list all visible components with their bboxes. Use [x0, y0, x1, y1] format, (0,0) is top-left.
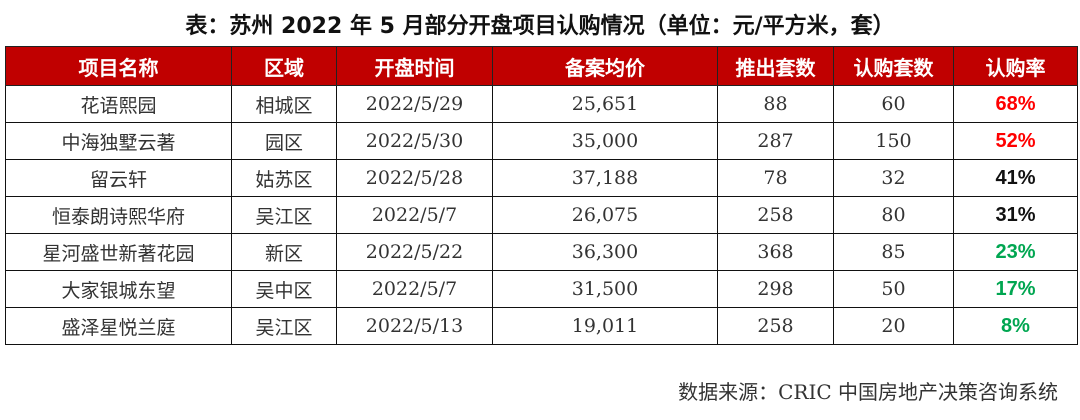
cell-avg-price: 26,075 [492, 196, 718, 234]
cell-units-offered: 298 [717, 270, 834, 308]
table-row: 花语熙园 相城区 2022/5/29 25,651 88 60 68% [5, 85, 1078, 123]
cell-avg-price: 31,500 [492, 270, 718, 308]
cell-district: 吴江区 [231, 196, 337, 234]
cell-opening-date: 2022/5/30 [336, 122, 493, 160]
cell-opening-date: 2022/5/22 [336, 233, 493, 271]
header-project-name: 项目名称 [5, 46, 232, 86]
cell-avg-price: 37,188 [492, 159, 718, 197]
subscription-table: 项目名称 区域 开盘时间 备案均价 推出套数 认购套数 认购率 花语熙园 相城区 2… [5, 46, 1078, 345]
cell-district: 姑苏区 [231, 159, 337, 197]
table-row: 恒泰朗诗熙华府 吴江区 2022/5/7 26,075 258 80 31% [5, 196, 1078, 234]
cell-opening-date: 2022/5/28 [336, 159, 493, 197]
cell-units-offered: 258 [717, 196, 834, 234]
cell-subscription-rate: 23% [953, 233, 1078, 271]
cell-avg-price: 19,011 [492, 307, 718, 345]
table-row: 中海独墅云著 园区 2022/5/30 35,000 287 150 52% [5, 122, 1078, 160]
cell-subscription-rate: 8% [953, 307, 1078, 345]
header-row: 项目名称 区域 开盘时间 备案均价 推出套数 认购套数 认购率 [5, 46, 1078, 86]
table-title: 表：苏州 2022 年 5 月部分开盘项目认购情况（单位：元/平方米，套） [185, 14, 895, 39]
cell-units-subscribed: 32 [833, 159, 954, 197]
cell-district: 吴江区 [231, 307, 337, 345]
cell-district: 园区 [231, 122, 337, 160]
cell-opening-date: 2022/5/7 [336, 270, 493, 308]
header-subscription-rate: 认购率 [953, 46, 1078, 86]
cell-opening-date: 2022/5/7 [336, 196, 493, 234]
cell-units-offered: 78 [717, 159, 834, 197]
cell-project-name: 盛泽星悦兰庭 [5, 307, 232, 345]
cell-subscription-rate: 31% [953, 196, 1078, 234]
header-avg-price: 备案均价 [492, 46, 718, 86]
table-row: 留云轩 姑苏区 2022/5/28 37,188 78 32 41% [5, 159, 1078, 197]
cell-avg-price: 36,300 [492, 233, 718, 271]
cell-opening-date: 2022/5/13 [336, 307, 493, 345]
cell-district: 吴中区 [231, 270, 337, 308]
cell-units-offered: 368 [717, 233, 834, 271]
cell-units-offered: 258 [717, 307, 834, 345]
table-row: 大家银城东望 吴中区 2022/5/7 31,500 298 50 17% [5, 270, 1078, 308]
cell-units-subscribed: 150 [833, 122, 954, 160]
cell-project-name: 中海独墅云著 [5, 122, 232, 160]
cell-units-offered: 287 [717, 122, 834, 160]
cell-units-offered: 88 [717, 85, 834, 123]
cell-units-subscribed: 60 [833, 85, 954, 123]
cell-district: 新区 [231, 233, 337, 271]
header-opening-date: 开盘时间 [336, 46, 493, 86]
header-units-subscribed: 认购套数 [833, 46, 954, 86]
table-row: 星河盛世新著花园 新区 2022/5/22 36,300 368 85 23% [5, 233, 1078, 271]
header-units-offered: 推出套数 [717, 46, 834, 86]
cell-project-name: 恒泰朗诗熙华府 [5, 196, 232, 234]
cell-subscription-rate: 68% [953, 85, 1078, 123]
cell-units-subscribed: 20 [833, 307, 954, 345]
cell-subscription-rate: 52% [953, 122, 1078, 160]
header-district: 区域 [231, 46, 337, 86]
cell-district: 相城区 [231, 85, 337, 123]
cell-avg-price: 35,000 [492, 122, 718, 160]
cell-project-name: 星河盛世新著花园 [5, 233, 232, 271]
cell-subscription-rate: 17% [953, 270, 1078, 308]
cell-opening-date: 2022/5/29 [336, 85, 493, 123]
cell-project-name: 大家银城东望 [5, 270, 232, 308]
cell-units-subscribed: 80 [833, 196, 954, 234]
cell-units-subscribed: 50 [833, 270, 954, 308]
cell-units-subscribed: 85 [833, 233, 954, 271]
cell-project-name: 留云轩 [5, 159, 232, 197]
cell-subscription-rate: 41% [953, 159, 1078, 197]
data-source: 数据来源：CRIC 中国房地产决策咨询系统 [678, 380, 1058, 404]
cell-avg-price: 25,651 [492, 85, 718, 123]
cell-project-name: 花语熙园 [5, 85, 232, 123]
table-row: 盛泽星悦兰庭 吴江区 2022/5/13 19,011 258 20 8% [5, 307, 1078, 345]
